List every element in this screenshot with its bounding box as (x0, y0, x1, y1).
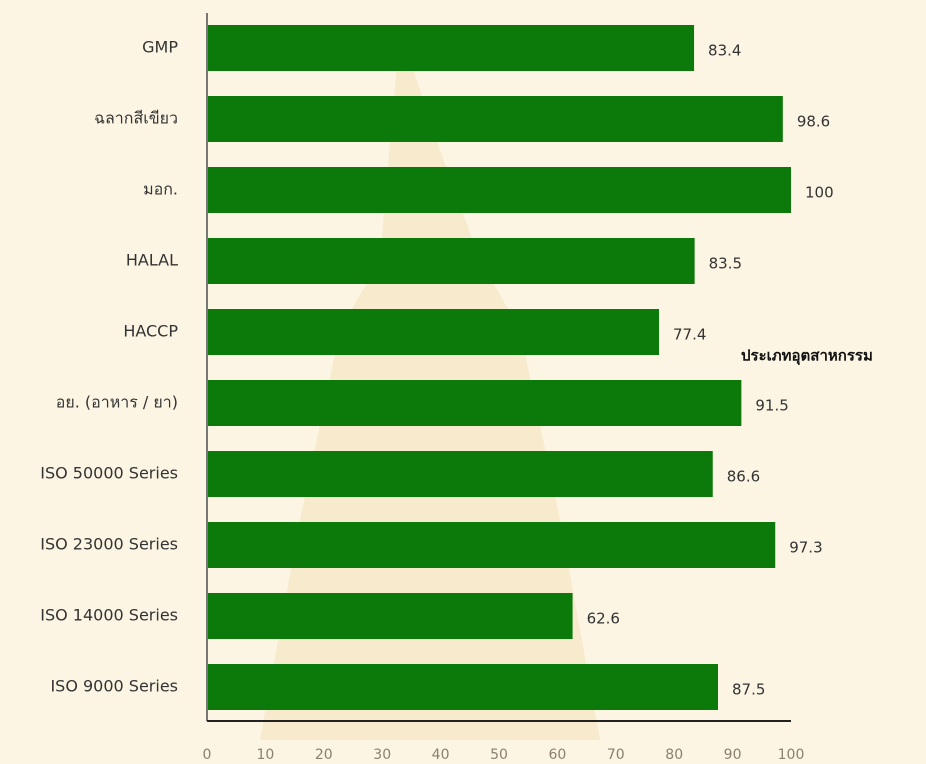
x-tick-label: 90 (724, 747, 742, 763)
annotation: ประเภทอุตสาหกรรม (741, 347, 873, 366)
value-label: 87.5 (732, 681, 765, 699)
x-tick-label: 40 (432, 747, 450, 763)
x-tick-label: 10 (256, 747, 274, 763)
value-label: 83.4 (708, 42, 741, 60)
y-tick-label: HALAL (126, 251, 178, 270)
y-tick-label: HACCP (123, 322, 178, 341)
x-tick-label: 50 (490, 747, 508, 763)
y-tick-label: ISO 9000 Series (50, 677, 178, 696)
x-tick-label: 0 (203, 747, 212, 763)
bar (207, 522, 776, 568)
x-tick-label: 60 (548, 747, 566, 763)
x-tick-label: 70 (607, 747, 625, 763)
y-tick-label: ISO 50000 Series (40, 464, 178, 483)
x-tick-label: 30 (373, 747, 391, 763)
value-label: 83.5 (709, 255, 742, 273)
x-tick-label: 80 (665, 747, 683, 763)
bar (207, 593, 573, 639)
value-label: 86.6 (727, 468, 760, 486)
y-tick-label: ISO 14000 Series (40, 606, 178, 625)
value-label: 100 (805, 184, 834, 202)
value-label: 62.6 (587, 610, 620, 628)
value-label: 91.5 (755, 397, 788, 415)
y-tick-label: GMP (142, 38, 178, 57)
value-label: 77.4 (673, 326, 706, 344)
value-label: 97.3 (789, 539, 822, 557)
bar (207, 167, 791, 213)
x-tick-label: 20 (315, 747, 333, 763)
value-label: 98.6 (797, 113, 830, 131)
y-tick-label: มอก. (143, 180, 178, 199)
y-tick-label: ฉลากสีเขียว (94, 109, 178, 128)
bar (207, 238, 695, 284)
y-tick-label: อย. (อาหาร / ยา) (56, 393, 178, 412)
bar (207, 25, 695, 71)
bar (207, 664, 718, 710)
bar (207, 451, 713, 497)
y-tick-label: ISO 23000 Series (40, 535, 178, 554)
x-tick-label: 100 (778, 747, 805, 763)
bar (207, 96, 783, 142)
bar (207, 380, 742, 426)
bar (207, 309, 660, 355)
